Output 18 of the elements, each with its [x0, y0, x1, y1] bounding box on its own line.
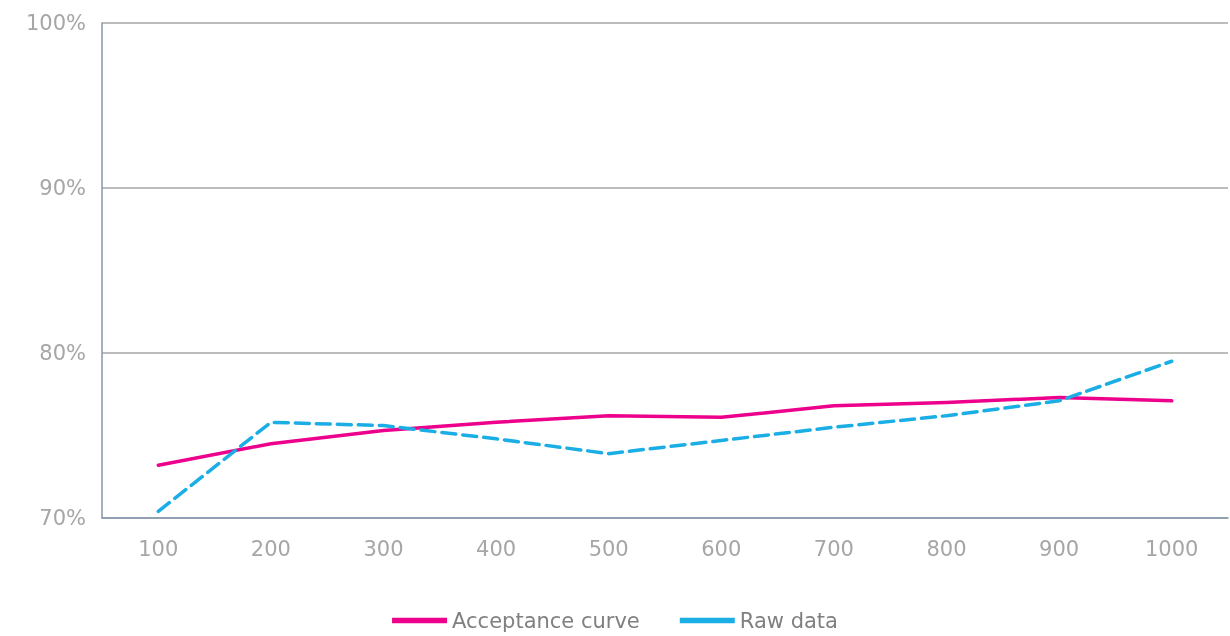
y-tick-label: 80%	[39, 341, 86, 365]
x-tick-label: 700	[813, 536, 854, 561]
y-tick-label: 90%	[39, 176, 86, 200]
y-tick-label: 100%	[25, 11, 86, 35]
x-tick-label: 900	[1039, 536, 1080, 561]
x-tick-label: 400	[476, 536, 517, 561]
x-tick-label: 100	[138, 536, 179, 561]
y-tick-label: 70%	[39, 506, 86, 530]
x-tick-label: 500	[588, 536, 629, 561]
x-tick-label: 300	[363, 536, 404, 561]
x-tick-label: 1000	[1144, 536, 1199, 561]
legend-label: Raw data	[739, 608, 838, 633]
x-tick-label: 200	[250, 536, 291, 561]
line-series	[156, 395, 1174, 467]
x-tick-label: 600	[701, 536, 742, 561]
legend-label: Acceptance curve	[452, 608, 640, 633]
x-tick-label: 800	[926, 536, 967, 561]
line-series	[156, 359, 1174, 514]
